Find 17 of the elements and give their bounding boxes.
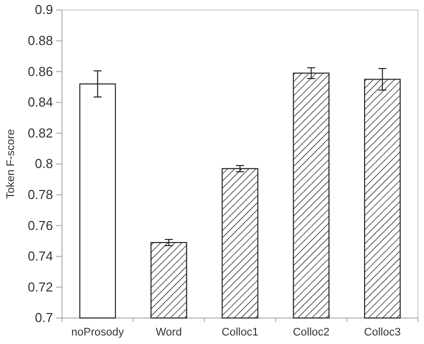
y-tick-label: 0.7: [34, 310, 53, 326]
x-tick-label: Colloc3: [364, 326, 401, 338]
y-tick-label: 0.84: [28, 94, 53, 110]
y-tick-label: 0.8: [34, 156, 53, 172]
y-tick-label: 0.76: [28, 218, 53, 233]
y-tick-label: 0.88: [28, 32, 53, 48]
x-tick-label: Colloc1: [222, 326, 258, 338]
y-tick-label: 0.74: [28, 248, 53, 264]
x-tick-label: noProsody: [71, 326, 124, 338]
y-tick-label: 0.72: [28, 279, 53, 294]
y-tick-label: 0.82: [28, 125, 53, 140]
y-axis-title: Token F-score: [5, 129, 17, 199]
y-tick-label: 0.86: [28, 64, 53, 79]
x-tick-label: Word: [156, 326, 182, 338]
x-tick-label: Colloc2: [292, 326, 330, 338]
y-tick-label: 0.9: [34, 2, 53, 18]
y-tick-label: 0.78: [28, 186, 53, 202]
